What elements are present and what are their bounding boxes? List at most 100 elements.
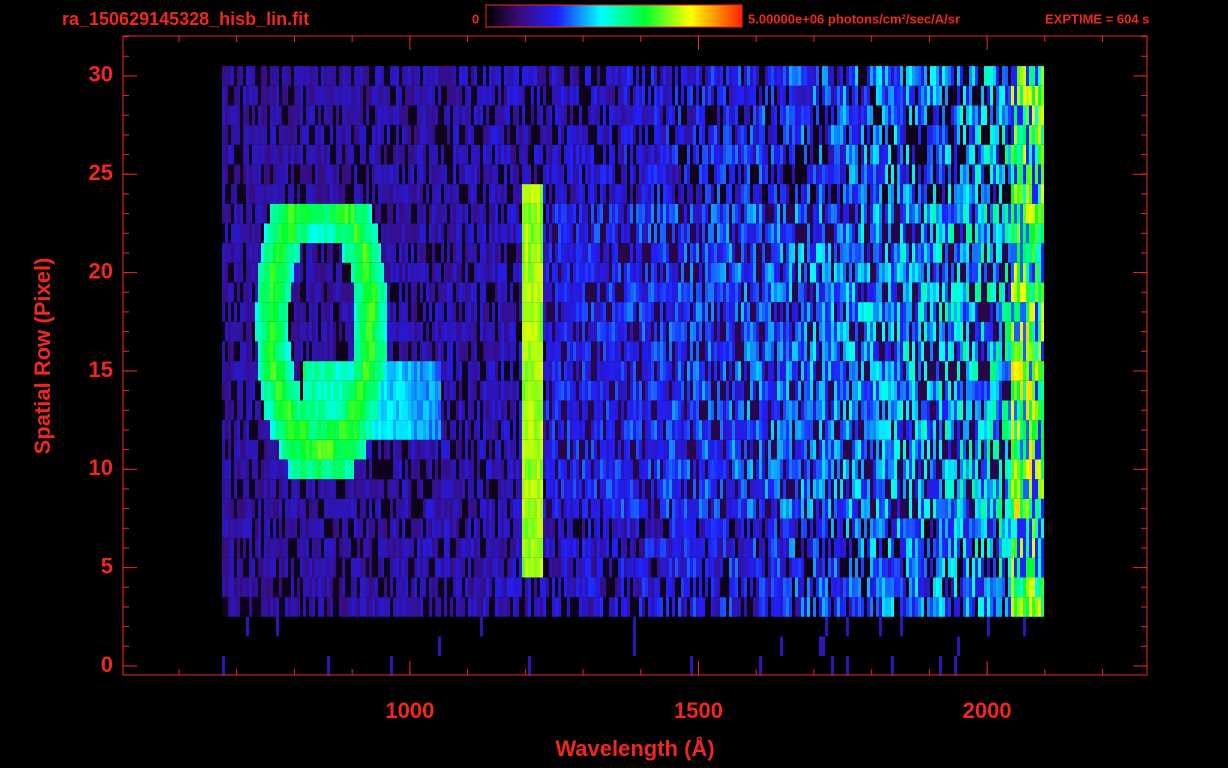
image-pixel	[528, 400, 531, 421]
image-pixel	[717, 479, 720, 499]
image-pixel	[402, 498, 405, 519]
image-pixel	[522, 321, 525, 342]
image-pixel	[324, 105, 327, 126]
image-pixel	[240, 66, 243, 86]
image-pixel	[663, 439, 666, 460]
image-pixel	[342, 321, 345, 342]
image-pixel	[693, 262, 696, 283]
image-pixel	[561, 184, 564, 204]
image-pixel	[459, 282, 462, 303]
image-pixel	[690, 597, 693, 617]
image-pixel	[546, 203, 549, 224]
image-pixel	[702, 557, 705, 578]
image-pixel	[354, 361, 357, 381]
image-pixel	[477, 184, 480, 204]
image-pixel	[525, 341, 528, 362]
image-pixel	[393, 262, 396, 283]
image-pixel	[336, 380, 339, 401]
image-pixel	[300, 105, 303, 126]
image-pixel	[726, 518, 729, 539]
image-pixel	[270, 479, 273, 499]
image-pixel	[357, 144, 360, 165]
image-pixel	[534, 459, 537, 480]
image-pixel	[612, 341, 615, 362]
image-pixel	[567, 184, 570, 204]
image-pixel	[564, 184, 567, 204]
image-pixel	[714, 321, 717, 342]
image-pixel	[588, 577, 591, 598]
image-pixel	[654, 459, 657, 480]
image-pixel	[648, 125, 651, 145]
image-pixel	[570, 321, 573, 342]
image-pixel	[441, 361, 444, 381]
image-pixel	[471, 459, 474, 480]
image-pixel	[360, 557, 363, 578]
image-pixel	[522, 538, 525, 558]
image-pixel	[630, 184, 633, 204]
image-pixel	[303, 144, 306, 165]
image-pixel	[345, 557, 348, 578]
image-pixel	[252, 144, 255, 165]
image-pixel	[264, 184, 267, 204]
image-pixel	[384, 341, 387, 362]
image-pixel	[309, 341, 312, 362]
image-pixel	[390, 656, 393, 676]
image-pixel	[471, 184, 474, 204]
image-pixel	[222, 439, 225, 460]
image-pixel	[330, 498, 333, 519]
image-pixel	[657, 184, 660, 204]
image-pixel	[540, 439, 543, 460]
image-pixel	[753, 105, 756, 126]
image-pixel	[696, 577, 699, 598]
image-pixel	[312, 577, 315, 598]
image-pixel	[333, 577, 336, 598]
image-pixel	[597, 164, 600, 185]
image-pixel	[246, 125, 249, 145]
image-pixel	[627, 498, 630, 519]
image-pixel	[225, 164, 228, 185]
image-pixel	[360, 125, 363, 145]
image-pixel	[315, 498, 318, 519]
image-pixel	[483, 420, 486, 440]
image-pixel	[435, 203, 438, 224]
image-pixel	[399, 282, 402, 303]
image-pixel	[408, 439, 411, 460]
image-pixel	[273, 85, 276, 106]
image-pixel	[501, 203, 504, 224]
image-pixel	[492, 420, 495, 440]
image-pixel	[429, 262, 432, 283]
image-pixel	[465, 262, 468, 283]
image-pixel	[576, 66, 579, 86]
image-pixel	[531, 557, 534, 578]
image-pixel	[726, 262, 729, 283]
image-pixel	[699, 597, 702, 617]
image-pixel	[249, 479, 252, 499]
image-pixel	[273, 380, 276, 401]
image-pixel	[375, 66, 378, 86]
image-pixel	[492, 66, 495, 86]
image-pixel	[228, 380, 231, 401]
image-pixel	[267, 341, 270, 362]
image-pixel	[255, 341, 258, 362]
image-pixel	[276, 105, 279, 126]
image-pixel	[747, 459, 750, 480]
image-pixel	[717, 144, 720, 165]
image-pixel	[273, 538, 276, 558]
image-pixel	[249, 380, 252, 401]
image-pixel	[255, 439, 258, 460]
image-pixel	[612, 577, 615, 598]
image-pixel	[405, 302, 408, 322]
image-pixel	[510, 400, 513, 421]
image-pixel	[240, 538, 243, 558]
image-pixel	[684, 144, 687, 165]
image-pixel	[567, 85, 570, 106]
image-pixel	[711, 302, 714, 322]
image-pixel	[342, 557, 345, 578]
image-pixel	[507, 459, 510, 480]
image-pixel	[267, 459, 270, 480]
image-pixel	[282, 105, 285, 126]
image-pixel	[342, 380, 345, 401]
image-pixel	[417, 262, 420, 283]
image-pixel	[753, 302, 756, 322]
image-pixel	[330, 380, 333, 401]
